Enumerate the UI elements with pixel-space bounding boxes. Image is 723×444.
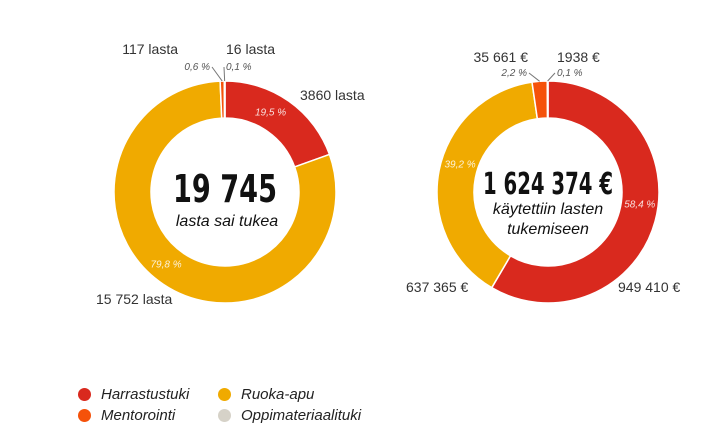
value-label-ruoka-apu: 637 365 € (406, 279, 468, 295)
legend-dot-icon (78, 409, 91, 422)
percent-label-mentorointi: 2,2 % (500, 68, 527, 79)
legend: Harrastustuki Ruoka-apu Mentorointi Oppi… (78, 386, 378, 424)
legend-item-oppimateriaalituki: Oppimateriaalituki (218, 407, 378, 424)
value-label-oppimateriaalituki: 16 lasta (226, 41, 275, 57)
donut-charts: 19 745 lasta sai tukea 3860 lasta 19,5 % 1… (96, 41, 680, 307)
value-label-oppimateriaalituki: 1938 € (557, 49, 600, 65)
value-label-ruoka-apu: 15 752 lasta (96, 291, 172, 307)
value-label-mentorointi: 35 661 € (474, 49, 529, 65)
slice-ruoka-apu (113, 80, 337, 304)
donut-children-count: 19 745 lasta sai tukea 3860 lasta 19,5 % 1… (96, 41, 365, 307)
center-label-line-1: käytettiin lasten (493, 201, 603, 218)
donut-funding-amount: 1 624 374 € käytettiin lasten tukemiseen… (406, 49, 680, 304)
leader-line (211, 66, 223, 82)
legend-item-harrastustuki: Harrastustuki (78, 386, 218, 403)
percent-label-ruoka-apu: 39,2 % (444, 159, 475, 170)
center-value: 1 624 374 € (483, 167, 613, 202)
legend-item-mentorointi: Mentorointi (78, 407, 218, 424)
leader-line (223, 66, 226, 82)
legend-dot-icon (218, 388, 231, 401)
legend-label: Harrastustuki (101, 386, 190, 403)
percent-label-oppimateriaalituki: 0,1 % (557, 68, 583, 79)
value-label-mentorointi: 117 lasta (122, 41, 178, 57)
value-label-harrastustuki: 3860 lasta (300, 87, 365, 103)
percent-label-ruoka-apu: 79,8 % (150, 259, 181, 270)
legend-label: Oppimateriaalituki (241, 407, 362, 424)
leader-line (547, 72, 556, 82)
slice-harrastustuki (490, 80, 660, 304)
legend-label: Ruoka-apu (241, 386, 315, 403)
legend-label: Mentorointi (101, 407, 176, 424)
center-label: lasta sai tukea (176, 213, 278, 230)
leader-line (528, 72, 540, 82)
center-value: 19 745 (173, 167, 277, 211)
legend-dot-icon (218, 409, 231, 422)
percent-label-harrastustuki: 19,5 % (255, 107, 286, 118)
slice-oppimateriaalituki (223, 80, 226, 119)
percent-label-mentorointi: 0,6 % (184, 62, 210, 73)
slice-oppimateriaalituki (546, 80, 549, 119)
legend-dot-icon (78, 388, 91, 401)
slice-ruoka-apu (436, 81, 539, 289)
percent-label-oppimateriaalituki: 0,1 % (226, 62, 252, 73)
percent-label-harrastustuki: 58,4 % (624, 200, 655, 211)
value-label-harrastustuki: 949 410 € (618, 279, 680, 295)
center-label-line-2: tukemiseen (507, 221, 589, 238)
legend-item-ruoka-apu: Ruoka-apu (218, 386, 378, 403)
